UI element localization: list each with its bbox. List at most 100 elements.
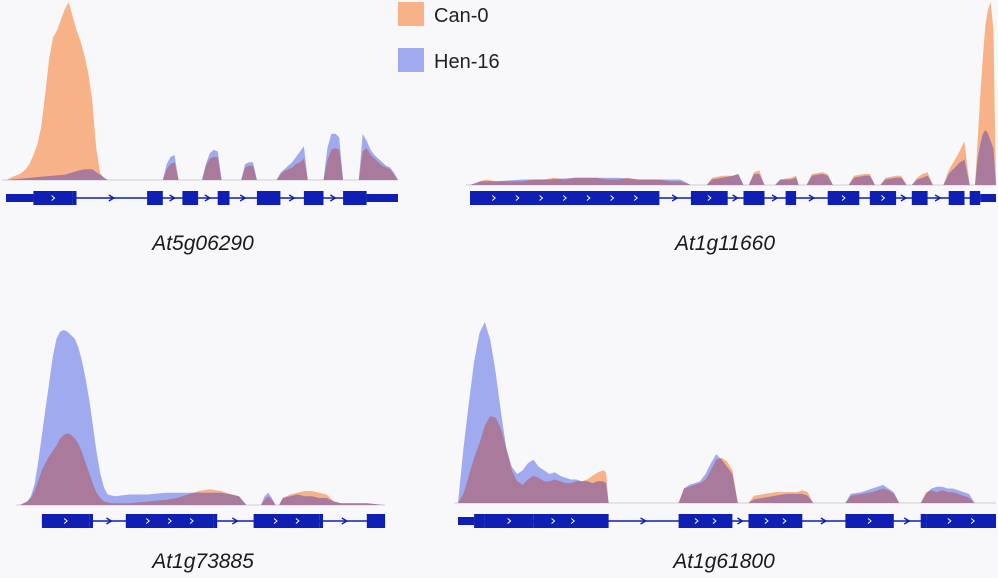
exon-block bbox=[343, 191, 367, 205]
exon-chevron bbox=[841, 195, 846, 201]
strand-arrow bbox=[732, 194, 739, 202]
exon-block bbox=[6, 194, 34, 202]
exon-block bbox=[366, 194, 398, 202]
legend-label-can0: Can-0 bbox=[434, 5, 488, 27]
exon-chevron bbox=[970, 518, 975, 524]
coverage-area-hen16 bbox=[470, 130, 996, 185]
coverage-area-can0 bbox=[470, 2, 996, 185]
legend-swatch-hen16 bbox=[398, 48, 424, 72]
exon-chevron bbox=[947, 518, 952, 524]
exon-chevron bbox=[586, 195, 591, 201]
gene-label-4: At1g61800 bbox=[671, 550, 775, 573]
exon-block bbox=[592, 514, 609, 528]
exon-chevron bbox=[539, 195, 544, 201]
exon-chevron bbox=[295, 518, 300, 524]
exon-block bbox=[948, 191, 965, 205]
strand-arrow bbox=[903, 517, 911, 525]
exon-chevron bbox=[881, 195, 886, 201]
exon-chevron bbox=[515, 195, 520, 201]
exon-block bbox=[827, 191, 860, 205]
exon-block bbox=[125, 514, 214, 528]
exon-block bbox=[869, 191, 897, 205]
exon-block bbox=[470, 191, 660, 205]
exon-block bbox=[533, 514, 593, 528]
exon-chevron bbox=[189, 518, 194, 524]
exon-block bbox=[89, 514, 93, 528]
exon-block bbox=[256, 191, 281, 205]
exon-block bbox=[213, 514, 218, 528]
exon-block bbox=[33, 191, 73, 205]
exon-block bbox=[182, 191, 199, 205]
strand-arrow bbox=[288, 194, 296, 202]
exon-block bbox=[980, 194, 996, 202]
exon-chevron bbox=[694, 518, 699, 524]
strand-arrow bbox=[231, 517, 239, 525]
exon-block bbox=[41, 514, 90, 528]
exon-chevron bbox=[610, 195, 615, 201]
exon-block bbox=[474, 514, 485, 528]
coverage-area-overlap bbox=[20, 433, 385, 505]
exon-chevron bbox=[507, 518, 512, 524]
track-panel-1 bbox=[2, 2, 398, 205]
exon-chevron bbox=[145, 518, 151, 524]
exon-block bbox=[217, 191, 230, 205]
strand-arrow bbox=[204, 194, 212, 202]
exon-block bbox=[920, 514, 927, 528]
exon-chevron bbox=[491, 195, 496, 201]
exon-chevron bbox=[633, 195, 638, 201]
exon-block bbox=[845, 514, 894, 528]
strand-arrow bbox=[341, 517, 349, 525]
exon-chevron bbox=[764, 518, 769, 524]
exon-block bbox=[147, 191, 163, 205]
exon-chevron bbox=[867, 518, 872, 524]
strand-arrow bbox=[808, 194, 816, 202]
strand-arrow bbox=[239, 194, 247, 202]
exon-block bbox=[366, 514, 386, 528]
exon-chevron bbox=[562, 195, 567, 201]
strand-arrow bbox=[169, 194, 176, 202]
exon-block bbox=[72, 191, 77, 205]
exon-block bbox=[690, 191, 728, 205]
gene-label-3: At1g73885 bbox=[150, 550, 254, 573]
strand-arrow bbox=[900, 194, 908, 202]
exon-block bbox=[303, 191, 324, 205]
exon-chevron bbox=[167, 518, 172, 524]
exon-block bbox=[458, 517, 475, 525]
exon-block bbox=[484, 514, 534, 528]
legend-swatch-can0 bbox=[398, 2, 424, 26]
legend-label-hen16: Hen-16 bbox=[434, 51, 500, 73]
coverage-area-overlap bbox=[470, 130, 996, 185]
coverage-area-overlap bbox=[6, 133, 398, 180]
strand-arrow bbox=[671, 194, 679, 202]
strand-arrow bbox=[737, 517, 744, 525]
exon-chevron bbox=[782, 518, 787, 524]
exon-chevron bbox=[273, 518, 278, 524]
exon-chevron bbox=[570, 518, 576, 524]
exon-block bbox=[926, 514, 996, 528]
strand-arrow bbox=[934, 194, 942, 202]
exon-block bbox=[319, 514, 323, 528]
exon-chevron bbox=[63, 518, 68, 524]
exon-block bbox=[748, 514, 803, 528]
exon-chevron bbox=[712, 518, 717, 524]
strand-arrow bbox=[640, 517, 647, 525]
exon-chevron bbox=[707, 195, 712, 201]
exon-block bbox=[678, 514, 733, 528]
strand-arrow bbox=[329, 194, 337, 202]
coverage-area-overlap bbox=[458, 416, 975, 503]
exon-block bbox=[969, 191, 981, 205]
exon-block bbox=[253, 514, 320, 528]
gene-label-1: At5g06290 bbox=[150, 232, 254, 255]
exon-block bbox=[785, 191, 797, 205]
gene-label-2: At1g11660 bbox=[673, 232, 775, 255]
exon-chevron bbox=[51, 195, 56, 201]
coverage-area-can0 bbox=[458, 416, 975, 503]
strand-arrow bbox=[820, 517, 828, 525]
exon-block bbox=[911, 191, 928, 205]
track-panel-2 bbox=[466, 2, 996, 205]
strand-arrow bbox=[106, 517, 113, 525]
coverage-area-can0 bbox=[6, 2, 398, 180]
exon-block bbox=[743, 191, 765, 205]
strand-arrow bbox=[771, 194, 779, 202]
